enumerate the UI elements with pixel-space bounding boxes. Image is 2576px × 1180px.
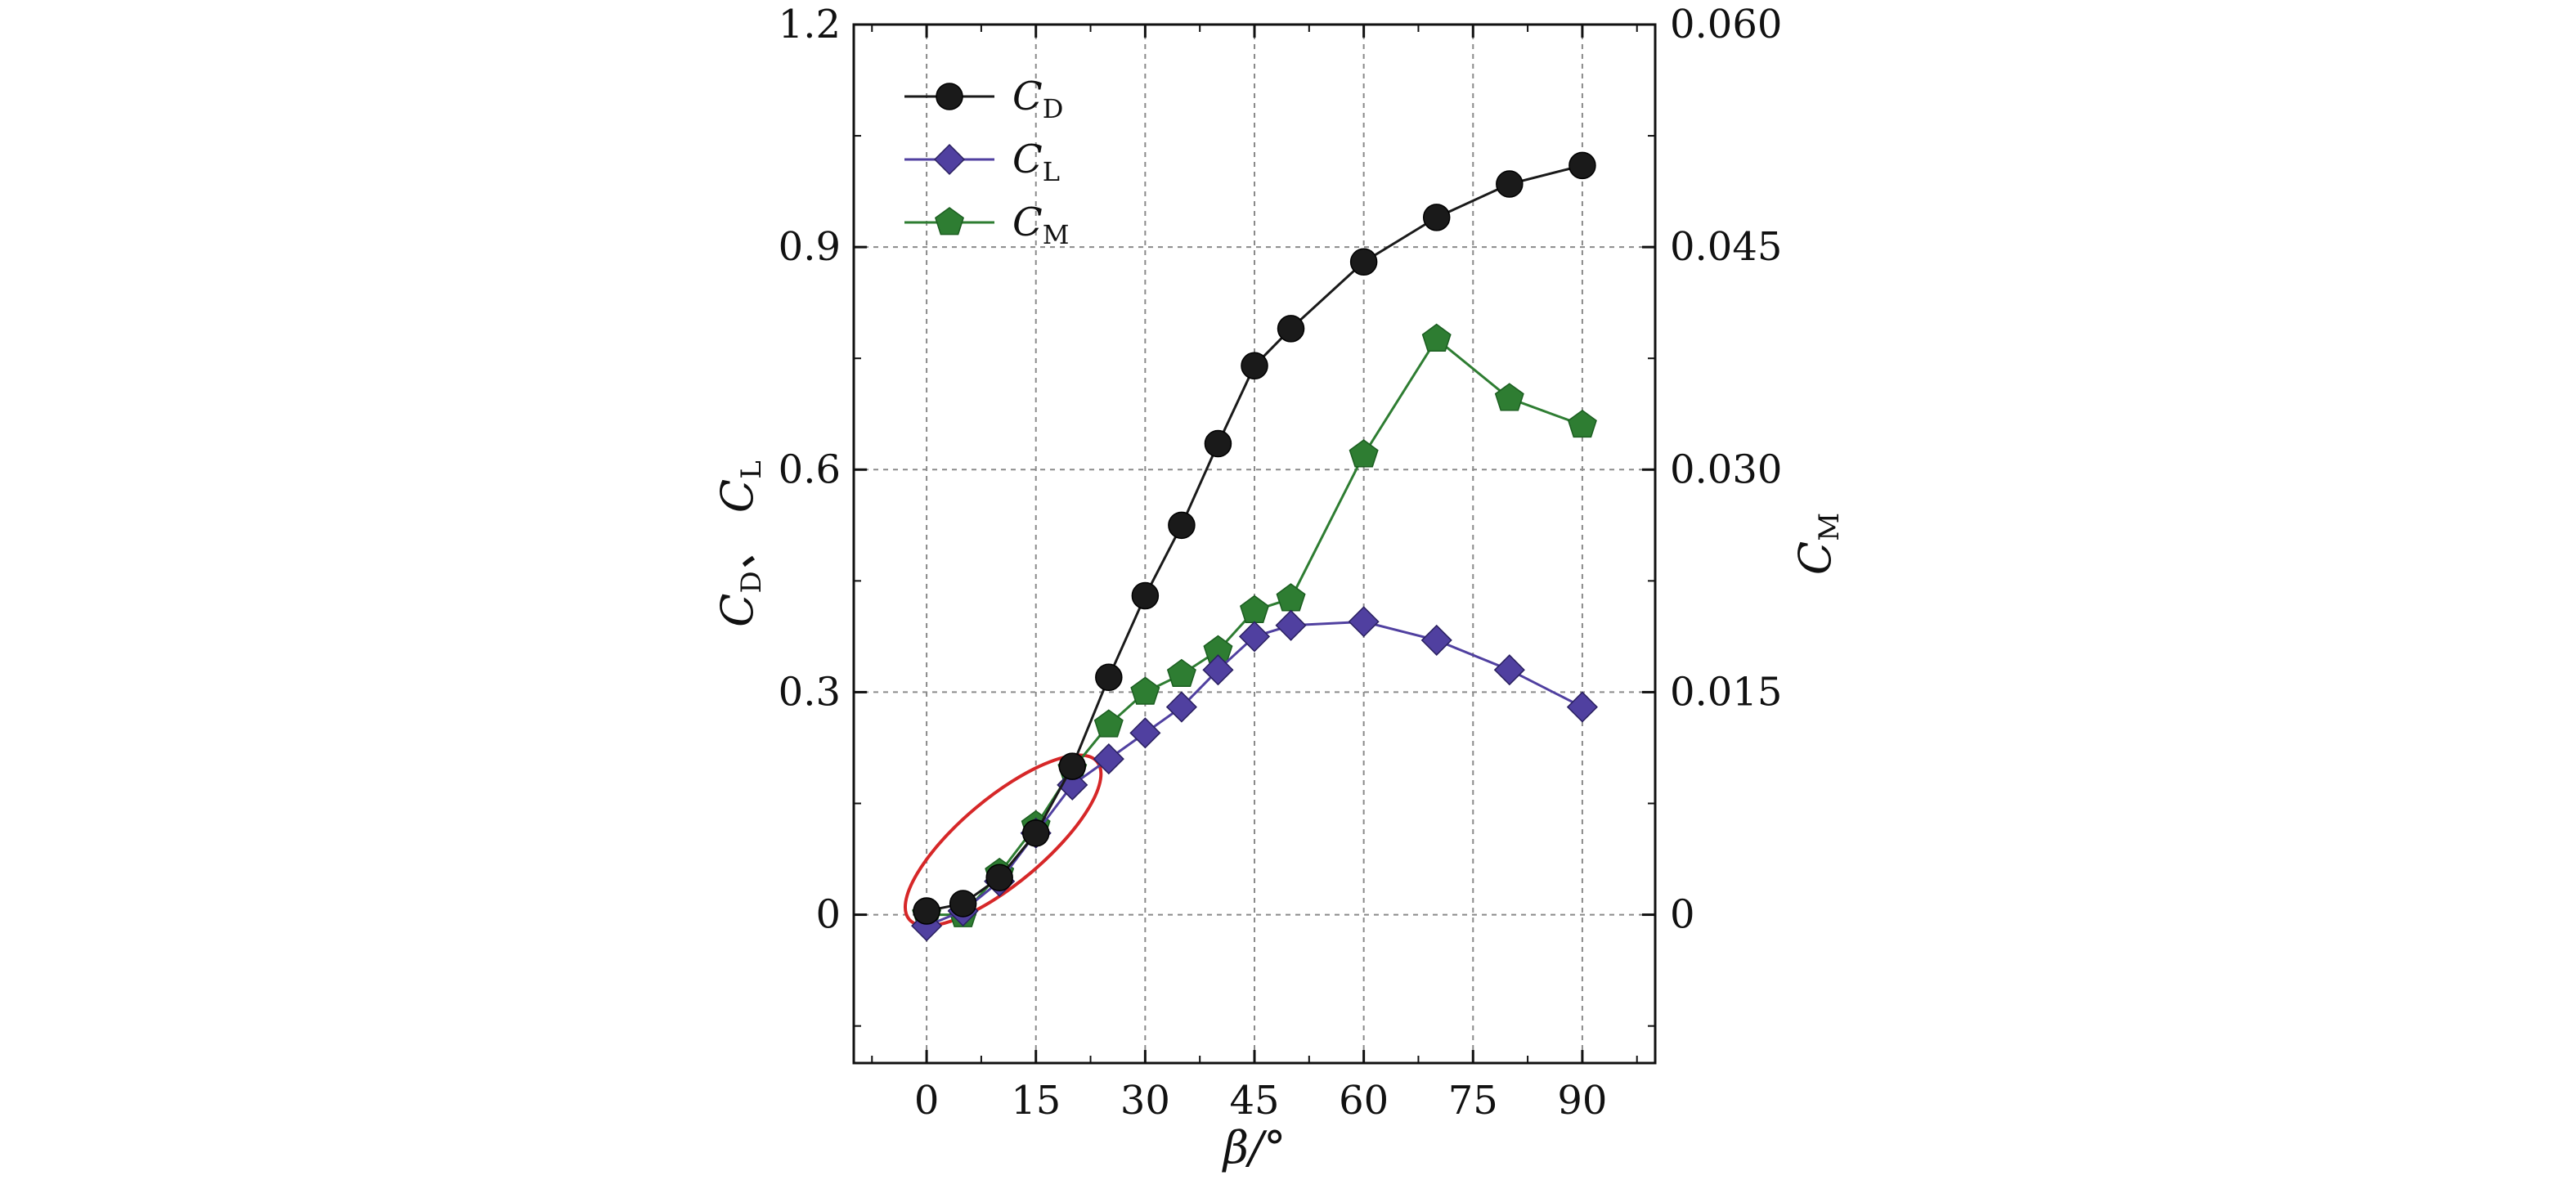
- point-cl: [1093, 743, 1124, 775]
- point-cd: [1422, 204, 1451, 231]
- y-axis-left-title: CD、 CL: [711, 460, 768, 627]
- point-cd: [1568, 151, 1596, 180]
- series-cl: [911, 606, 1598, 942]
- series-layer: [911, 151, 1598, 942]
- x-tick-label: 90: [1557, 1078, 1607, 1124]
- point-cl: [1238, 621, 1271, 653]
- point-cl: [1420, 624, 1452, 656]
- point-cm: [1494, 383, 1524, 411]
- point-cm: [1093, 709, 1124, 738]
- y-left-tick-label: 1.2: [779, 2, 841, 47]
- y-right-title-text: CM: [1789, 513, 1846, 575]
- y-right-tick-label: 0.030: [1670, 446, 1782, 492]
- point-cd: [1095, 663, 1123, 692]
- point-cm: [1421, 323, 1452, 352]
- legend-marker-cm: [935, 207, 964, 236]
- axis-ticks: [854, 23, 1655, 1063]
- y-right-tick-label: 0: [1670, 892, 1695, 938]
- y-right-tick-label: 0.045: [1670, 224, 1782, 270]
- point-cl: [1493, 654, 1525, 686]
- y-left-tick-label: 0.3: [779, 669, 841, 715]
- legend-label-cm: CM: [1012, 200, 1070, 250]
- point-cd: [1241, 352, 1268, 380]
- legend-marker-cd: [936, 83, 963, 110]
- x-tick-label: 60: [1339, 1078, 1389, 1124]
- point-cd: [1349, 248, 1378, 276]
- legend-label-cd: CD: [1012, 74, 1063, 124]
- point-cl: [1566, 691, 1598, 723]
- legend-marker-cl: [933, 143, 966, 176]
- y-left-tick-label: 0: [815, 892, 841, 938]
- point-cl: [1129, 717, 1161, 749]
- y-right-tick-label: 0.060: [1670, 2, 1782, 47]
- legend-label-cl: CL: [1012, 137, 1060, 187]
- x-tick-label: 15: [1011, 1078, 1061, 1124]
- point-cd: [1021, 819, 1050, 847]
- point-cl: [1202, 654, 1234, 686]
- point-cl: [1165, 691, 1197, 723]
- legend-item-cm: CM: [904, 200, 1070, 250]
- point-cd: [913, 897, 940, 925]
- y-left-tick-label: 0.6: [779, 446, 841, 492]
- point-cm: [1240, 594, 1269, 623]
- point-cd: [949, 890, 977, 918]
- point-cm: [1349, 439, 1379, 468]
- x-tick-label: 75: [1448, 1078, 1498, 1124]
- legend-item-cd: CD: [904, 74, 1063, 124]
- point-cd: [985, 864, 1013, 891]
- point-cm: [1166, 658, 1196, 687]
- grid-lines: [854, 25, 1655, 1063]
- point-cd: [1131, 581, 1160, 610]
- point-cl: [1348, 606, 1380, 638]
- x-tick-label: 0: [914, 1078, 940, 1124]
- tick-labels: 0 15 30 45 60 75 90 0 0.3 0.6 0.9 1.2 0 0.015 0.030 0.0…: [779, 2, 1783, 1124]
- point-cd: [1496, 170, 1524, 198]
- y-left-title-text: CD、 CL: [711, 460, 768, 627]
- x-tick-label: 30: [1120, 1078, 1170, 1124]
- point-cd: [1277, 315, 1305, 343]
- point-cd: [1058, 752, 1087, 780]
- y-right-tick-label: 0.015: [1670, 669, 1782, 715]
- y-left-tick-label: 0.9: [779, 224, 841, 270]
- point-cm: [1567, 409, 1597, 438]
- x-tick-label: 45: [1229, 1078, 1279, 1124]
- y-axis-right-title: CM: [1789, 513, 1846, 575]
- point-cl: [1275, 609, 1307, 641]
- legend: CD CL CM: [904, 74, 1070, 250]
- series-cd: [913, 151, 1596, 925]
- point-cd: [1168, 511, 1196, 540]
- legend-item-cl: CL: [904, 137, 1060, 187]
- x-axis-title: β/°: [1222, 1122, 1286, 1173]
- point-cd: [1204, 429, 1232, 458]
- point-cm: [1276, 583, 1306, 612]
- point-cm: [1130, 676, 1160, 705]
